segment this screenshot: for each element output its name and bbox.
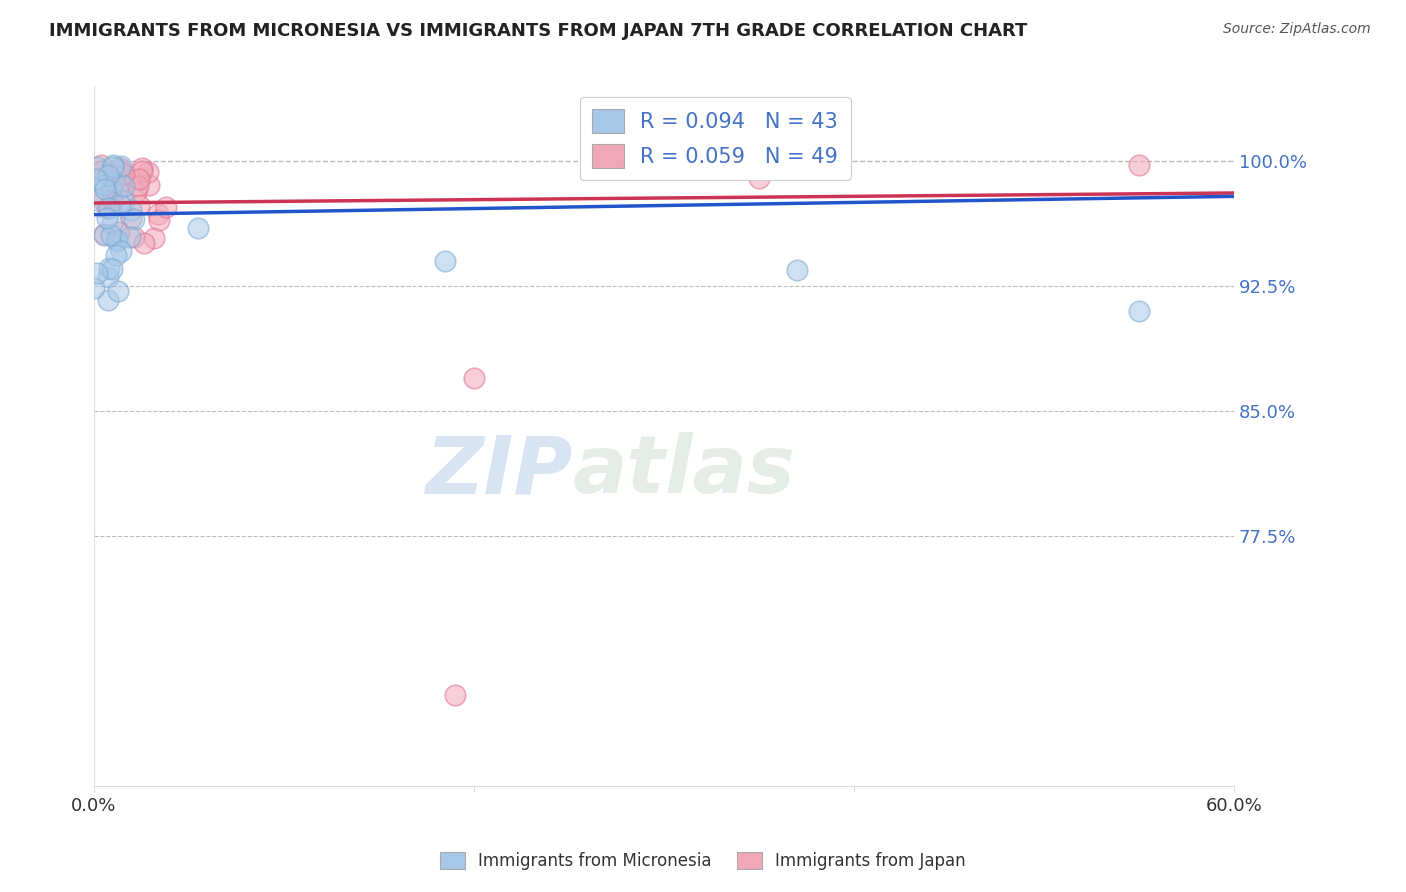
Point xyxy=(143,231,166,245)
Point xyxy=(90,158,112,172)
Point xyxy=(104,248,127,262)
Point xyxy=(786,262,808,277)
Point xyxy=(86,193,108,207)
Point xyxy=(107,284,129,298)
Point xyxy=(93,193,115,207)
Point xyxy=(110,169,132,183)
Point xyxy=(96,211,118,225)
Point xyxy=(101,192,124,206)
Point xyxy=(93,227,115,242)
Point xyxy=(748,171,770,186)
Point xyxy=(122,229,145,244)
Point xyxy=(108,198,131,212)
Point xyxy=(114,179,136,194)
Point xyxy=(103,167,125,181)
Point xyxy=(120,203,142,218)
Point xyxy=(103,175,125,189)
Point xyxy=(105,233,128,247)
Point xyxy=(138,178,160,192)
Point xyxy=(107,225,129,239)
Point xyxy=(131,161,153,175)
Point xyxy=(96,201,118,215)
Point xyxy=(100,194,122,209)
Legend: R = 0.094   N = 43, R = 0.059   N = 49: R = 0.094 N = 43, R = 0.059 N = 49 xyxy=(579,96,851,180)
Point xyxy=(146,207,169,221)
Point xyxy=(110,244,132,258)
Point xyxy=(97,202,120,216)
Point xyxy=(136,165,159,179)
Text: ZIP: ZIP xyxy=(425,433,572,510)
Point xyxy=(101,158,124,172)
Point xyxy=(120,211,142,225)
Point xyxy=(444,688,467,702)
Point xyxy=(110,177,132,191)
Legend: Immigrants from Micronesia, Immigrants from Japan: Immigrants from Micronesia, Immigrants f… xyxy=(433,845,973,877)
Point xyxy=(434,254,457,268)
Point xyxy=(131,164,153,178)
Point xyxy=(101,261,124,276)
Point xyxy=(100,216,122,230)
Point xyxy=(90,164,112,178)
Text: Source: ZipAtlas.com: Source: ZipAtlas.com xyxy=(1223,22,1371,37)
Point xyxy=(97,293,120,308)
Point xyxy=(101,161,124,175)
Point xyxy=(97,269,120,284)
Point xyxy=(112,167,135,181)
Point xyxy=(86,161,108,175)
Point xyxy=(110,161,132,175)
Point xyxy=(105,234,128,248)
Point xyxy=(1128,304,1150,318)
Point xyxy=(93,178,115,192)
Point xyxy=(100,169,122,184)
Point xyxy=(127,178,149,193)
Point xyxy=(122,212,145,227)
Point xyxy=(97,261,120,276)
Text: atlas: atlas xyxy=(572,433,796,510)
Point xyxy=(1128,158,1150,172)
Text: IMMIGRANTS FROM MICRONESIA VS IMMIGRANTS FROM JAPAN 7TH GRADE CORRELATION CHART: IMMIGRANTS FROM MICRONESIA VS IMMIGRANTS… xyxy=(49,22,1028,40)
Point xyxy=(128,197,150,211)
Point xyxy=(86,172,108,186)
Point xyxy=(86,266,108,280)
Point xyxy=(94,182,117,196)
Point xyxy=(108,163,131,178)
Point xyxy=(125,185,148,199)
Point xyxy=(155,201,177,215)
Point xyxy=(83,280,105,294)
Point xyxy=(463,371,485,385)
Point xyxy=(107,182,129,196)
Point xyxy=(120,230,142,244)
Point xyxy=(97,168,120,182)
Point xyxy=(148,212,170,227)
Point xyxy=(101,190,124,204)
Point xyxy=(128,172,150,186)
Point xyxy=(110,159,132,173)
Point xyxy=(93,227,115,242)
Point xyxy=(132,236,155,251)
Point xyxy=(112,194,135,208)
Point xyxy=(187,221,209,235)
Point xyxy=(100,182,122,196)
Point xyxy=(100,227,122,242)
